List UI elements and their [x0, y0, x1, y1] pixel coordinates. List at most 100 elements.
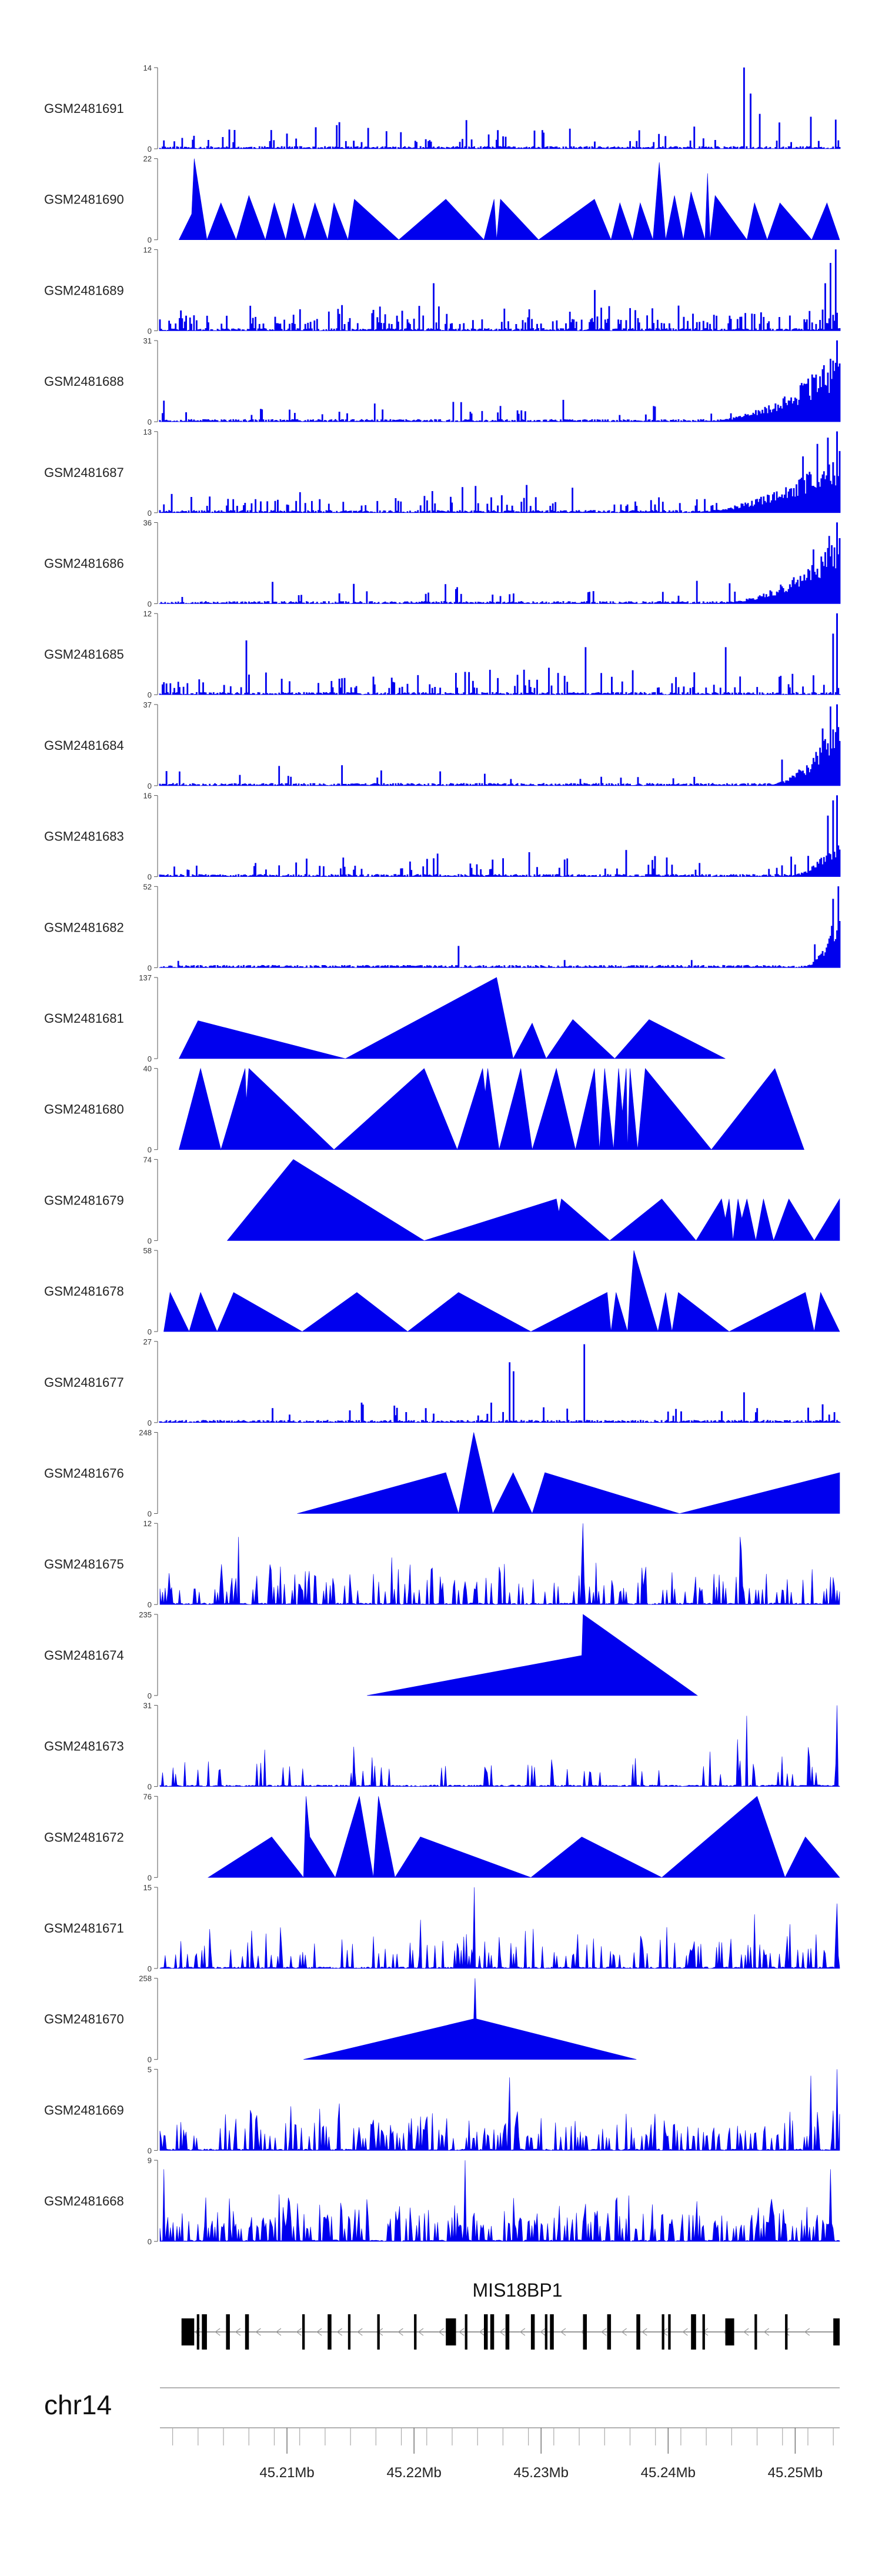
exon — [414, 2314, 417, 2350]
track-GSM2481681: GSM2481681 137 0 — [44, 973, 726, 1063]
exon — [484, 2314, 488, 2350]
track-GSM2481674: GSM2481674 235 0 — [44, 1610, 698, 1700]
track-GSM2481673: GSM2481673 31 0 — [44, 1701, 840, 1791]
strand-arrow — [235, 2328, 241, 2336]
track-ymax-label: 258 — [139, 1974, 152, 1983]
track-label: GSM2481687 — [44, 465, 124, 480]
strand-arrow — [357, 2328, 363, 2336]
track-yzero-label: 0 — [148, 2056, 152, 2064]
track-GSM2481670: GSM2481670 258 0 — [44, 1974, 637, 2064]
track-area — [159, 522, 841, 604]
track-GSM2481686: GSM2481686 36 0 — [44, 519, 841, 609]
track-ymax-label: 37 — [143, 700, 152, 709]
track-yzero-label: 0 — [148, 1419, 152, 1427]
track-ymax-label: 31 — [143, 336, 152, 345]
strand-arrow — [438, 2328, 444, 2336]
axis-tick-label: 45.24Mb — [641, 2465, 696, 2481]
strand-arrow — [519, 2328, 526, 2336]
track-label: GSM2481682 — [44, 920, 124, 935]
track-label: GSM2481683 — [44, 829, 124, 844]
track-label: GSM2481675 — [44, 1557, 124, 1571]
track-GSM2481672: GSM2481672 76 0 — [44, 1792, 840, 1882]
track-yzero-label: 0 — [148, 1055, 152, 1063]
track-GSM2481690: GSM2481690 22 0 — [44, 155, 840, 245]
track-ymax-label: 248 — [139, 1429, 152, 1437]
strand-arrow — [621, 2328, 627, 2336]
track-label: GSM2481677 — [44, 1375, 124, 1390]
track-label: GSM2481686 — [44, 556, 124, 571]
strand-arrow — [763, 2328, 770, 2336]
track-label: GSM2481680 — [44, 1102, 124, 1117]
exon — [550, 2314, 554, 2350]
strand-arrow — [215, 2328, 220, 2336]
track-area — [159, 613, 841, 695]
track-ymax-label: 36 — [143, 519, 152, 528]
track-area — [159, 1705, 840, 1787]
track-area — [159, 704, 841, 786]
exon — [465, 2314, 467, 2350]
exon — [583, 2314, 587, 2350]
track-GSM2481671: GSM2481671 15 0 — [44, 1883, 840, 1973]
track-ymax-label: 16 — [143, 792, 152, 800]
track-label: GSM2481689 — [44, 283, 124, 298]
strand-arrow — [397, 2328, 403, 2336]
track-area — [297, 1432, 840, 1514]
track-yzero-label: 0 — [148, 236, 152, 245]
track-yzero-label: 0 — [148, 690, 152, 699]
track-ymax-label: 5 — [148, 2065, 152, 2074]
track-area — [367, 1614, 698, 1696]
track-GSM2481675: GSM2481675 12 0 — [44, 1519, 840, 1609]
strand-arrow — [743, 2328, 749, 2336]
track-yzero-label: 0 — [148, 1873, 152, 1882]
track-ymax-label: 76 — [143, 1792, 152, 1801]
exon — [377, 2314, 380, 2350]
strand-arrow — [275, 2328, 282, 2336]
track-GSM2481669: GSM2481669 5 0 — [44, 2065, 840, 2155]
strand-arrow — [459, 2328, 465, 2336]
track-ymax-label: 12 — [143, 609, 152, 618]
track-yzero-label: 0 — [148, 1600, 152, 1609]
track-area — [159, 249, 841, 331]
track-area — [159, 1887, 840, 1969]
track-label: GSM2481674 — [44, 1648, 124, 1663]
strand-arrow — [804, 2328, 810, 2336]
track-GSM2481688: GSM2481688 31 0 — [44, 336, 841, 426]
exon — [725, 2318, 734, 2345]
track-area — [163, 1250, 840, 1332]
track-GSM2481680: GSM2481680 40 0 — [44, 1065, 804, 1154]
track-ymax-label: 15 — [143, 1883, 152, 1892]
strand-arrow — [784, 2328, 790, 2336]
track-yzero-label: 0 — [148, 1510, 152, 1519]
track-ymax-label: 12 — [143, 245, 152, 254]
track-yzero-label: 0 — [148, 418, 152, 426]
track-GSM2481691: GSM2481691 14 0 — [44, 64, 841, 154]
axis-tick-label: 45.25Mb — [768, 2465, 823, 2481]
track-label: GSM2481673 — [44, 1739, 124, 1754]
exon — [196, 2314, 199, 2350]
track-yzero-label: 0 — [148, 1236, 152, 1245]
track-area — [159, 2160, 840, 2242]
exon — [530, 2314, 535, 2350]
track-area — [226, 1159, 840, 1242]
track-yzero-label: 0 — [148, 600, 152, 609]
track-yzero-label: 0 — [148, 1146, 152, 1154]
exon — [785, 2314, 788, 2350]
exon — [505, 2314, 510, 2350]
track-area — [159, 795, 841, 877]
track-GSM2481687: GSM2481687 13 0 — [44, 428, 841, 518]
track-yzero-label: 0 — [148, 2146, 152, 2155]
track-GSM2481677: GSM2481677 27 0 — [44, 1337, 841, 1427]
exon — [302, 2314, 305, 2350]
axis-tick-label: 45.22Mb — [386, 2465, 441, 2481]
track-ymax-label: 9 — [148, 2156, 152, 2165]
track-area — [159, 2069, 840, 2151]
track-GSM2481679: GSM2481679 74 0 — [44, 1155, 840, 1245]
strand-arrow — [417, 2328, 424, 2336]
strand-arrow — [336, 2328, 343, 2336]
track-label: GSM2481691 — [44, 101, 124, 116]
track-area — [159, 886, 841, 968]
exon — [328, 2314, 332, 2350]
track-label: GSM2481671 — [44, 1921, 124, 1936]
track-area — [179, 1067, 804, 1150]
